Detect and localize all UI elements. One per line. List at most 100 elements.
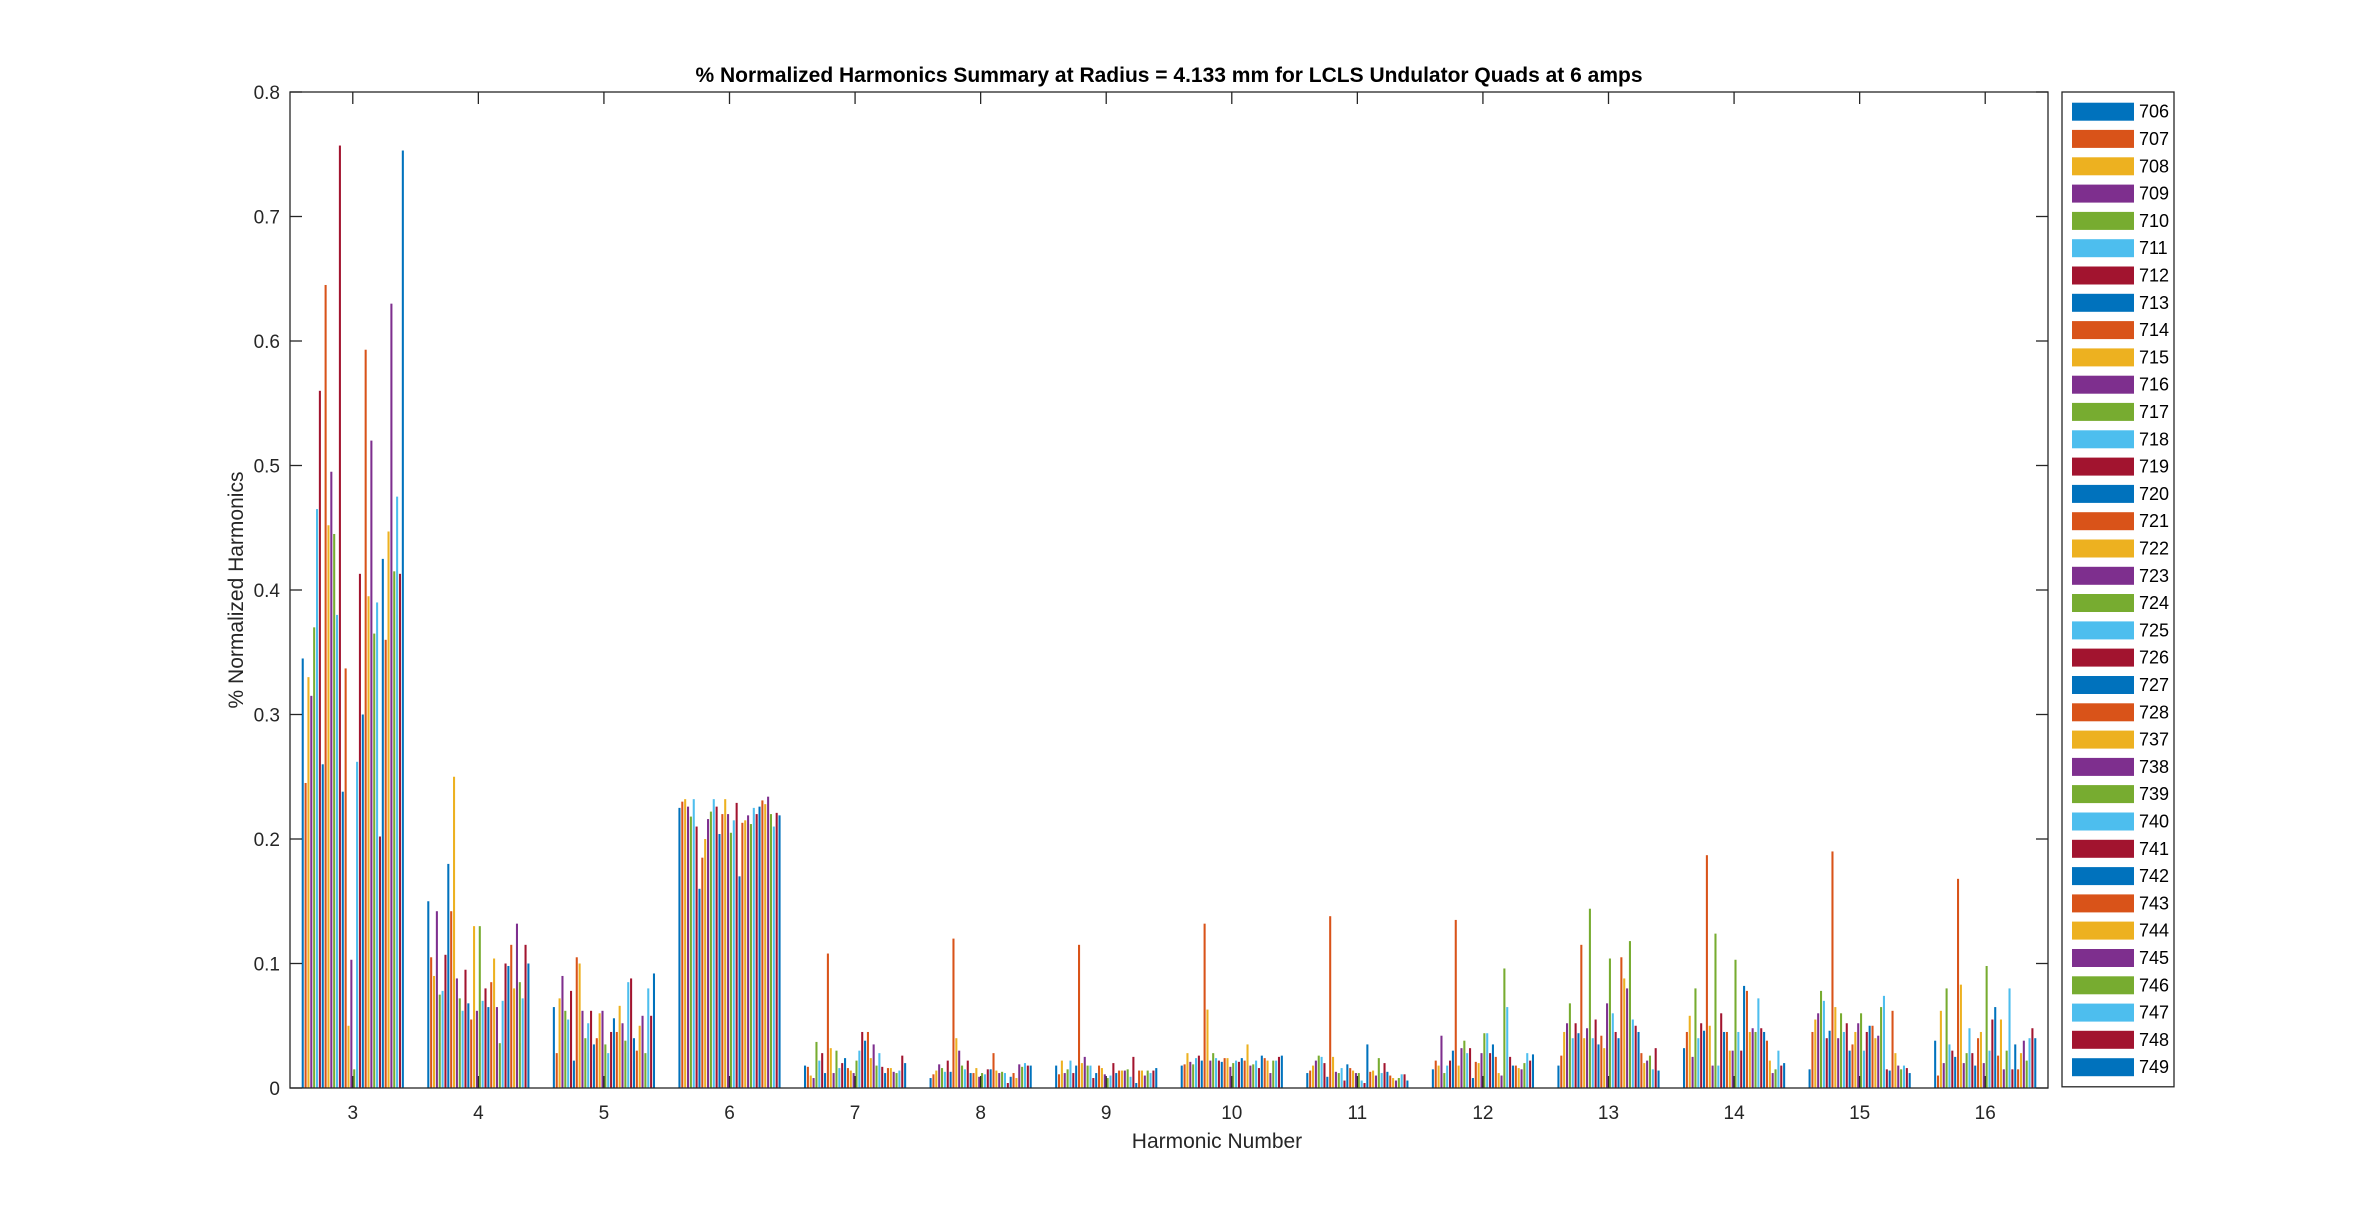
bar-743-h8 [1012,1073,1015,1088]
bar-723-h11 [1354,1073,1357,1088]
legend-swatch [2072,894,2134,913]
bar-745-h5 [641,1015,644,1088]
bar-747-h15 [1902,1065,1906,1088]
bar-737-h5 [618,1005,621,1088]
bar-740-h14 [1757,998,1760,1088]
bar-724-h15 [1860,1013,1863,1088]
bar-744-h8 [1015,1078,1018,1088]
bar-706-h16 [1934,1040,1937,1088]
legend-swatch [2072,757,2134,776]
bar-747-h7 [898,1070,901,1088]
legend-label: 706 [2139,102,2169,122]
bar-746-h15 [1900,1069,1903,1088]
bar-728-h3 [364,349,367,1089]
bar-715-h12 [1457,1065,1460,1088]
x-tick-label: 7 [850,1103,861,1124]
y-tick-label: 0.5 [254,457,280,478]
bar-707-h9 [1057,1074,1061,1088]
bar-746-h7 [895,1073,898,1088]
bar-721-h14 [1725,1031,1728,1088]
legend-swatch [2072,976,2134,995]
bar-742-h8 [1009,1076,1012,1088]
legend-swatch [2072,1030,2134,1049]
bar-738-h5 [621,1023,624,1088]
bar-709-h14 [1691,1056,1694,1089]
bar-709-h15 [1817,1013,1820,1088]
bar-748-h16 [2031,1028,2034,1088]
bar-723-h10 [1229,1066,1232,1088]
legend-label: 745 [2139,948,2169,968]
bar-748-h8 [1026,1065,1029,1088]
bar-708-h7 [809,1075,812,1088]
bar-707-h10 [1183,1064,1186,1088]
bar-737-h11 [1372,1070,1375,1088]
bar-726-h16 [1991,1019,1994,1088]
legend-label: 728 [2139,702,2169,722]
bar-719-h10 [1217,1060,1220,1088]
bar-743-h3 [384,639,387,1088]
legend-label: 749 [2139,1057,2169,1077]
bar-710-h4 [438,994,441,1089]
bar-724-h14 [1734,959,1737,1088]
bar-747-h6 [772,826,775,1088]
bar-745-h11 [1394,1080,1397,1088]
bar-713-h9 [1075,1065,1078,1088]
bar-713-h13 [1577,1033,1580,1088]
x-tick-label: 3 [347,1103,358,1124]
bar-727-h11 [1366,1044,1369,1088]
bar-720-h14 [1723,1031,1726,1088]
bar-738-h7 [872,1044,875,1088]
legend-swatch [2072,457,2134,476]
bar-721-h11 [1349,1068,1352,1088]
bar-718-h9 [1089,1065,1092,1088]
bar-718-h13 [1591,1038,1594,1088]
bar-717-h15 [1840,1013,1843,1088]
bar-710-h9 [1066,1069,1069,1088]
legend-swatch [2072,293,2134,312]
bar-738-h8 [998,1073,1001,1088]
legend-swatch [2072,703,2134,722]
bar-719-h7 [841,1063,844,1088]
bar-747-h14 [1777,1050,1780,1088]
bar-723-h12 [1480,1053,1483,1088]
bar-723-h14 [1731,1050,1734,1088]
bar-712-h7 [821,1053,824,1088]
bar-717-h9 [1086,1065,1089,1088]
legend-label: 721 [2139,511,2169,531]
bar-749-h15 [1908,1073,1911,1088]
bar-721-h4 [470,1019,473,1088]
bar-725-h14 [1737,1031,1740,1088]
bar-737-h7 [869,1058,872,1088]
bar-711-h12 [1446,1065,1449,1088]
bar-721-h6 [721,814,724,1088]
bar-738-h6 [747,815,750,1088]
bar-749-h12 [1531,1054,1535,1088]
bar-716-h12 [1460,1048,1463,1088]
bar-710-h5 [564,1010,567,1088]
bar-738-h10 [1249,1065,1252,1088]
bar-724-h7 [855,1060,858,1088]
bar-715-h5 [578,963,581,1088]
bar-723-h3 [350,959,353,1088]
bar-709-h9 [1063,1073,1066,1088]
bar-741-h3 [378,836,381,1088]
bar-718-h16 [1968,1028,1971,1088]
bar-747-h8 [1023,1063,1027,1088]
bar-707-h5 [555,1053,558,1088]
bar-709-h8 [938,1064,941,1088]
bar-749-h13 [1657,1070,1660,1088]
bar-717-h16 [1965,1053,1968,1088]
bar-743-h7 [886,1068,889,1088]
bar-708-h6 [684,799,687,1088]
bar-717-h12 [1463,1040,1466,1088]
bar-717-h8 [961,1065,964,1088]
bar-737-h3 [367,596,370,1088]
bar-712-h12 [1449,1060,1452,1088]
bar-723-h9 [1103,1074,1106,1088]
bar-747-h4 [521,998,524,1088]
bar-708-h16 [1939,1010,1942,1088]
y-tick-label: 0 [269,1079,280,1100]
bar-739-h16 [2005,1050,2008,1088]
bar-715-h8 [955,1038,958,1088]
bar-723-h4 [475,1010,478,1088]
